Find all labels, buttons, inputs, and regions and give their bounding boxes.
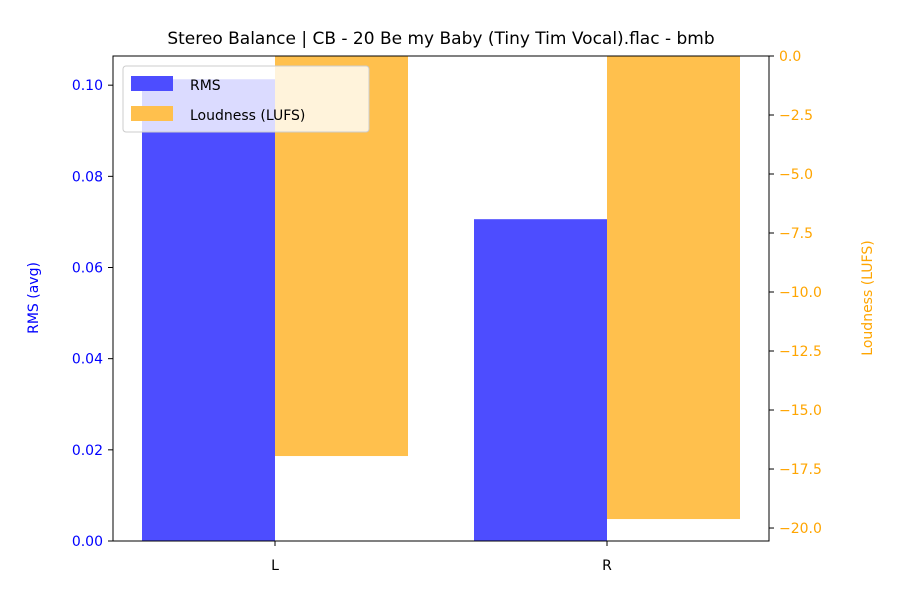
y2-tick-label: −15.0 — [779, 403, 822, 419]
legend: RMS Loudness (LUFS) — [122, 65, 370, 133]
y-axis-label: RMS (avg) — [26, 262, 42, 334]
y-tick-label: 0.00 — [72, 534, 103, 550]
y2-axis-label: Loudness (LUFS) — [860, 240, 876, 355]
y-tick-label: 0.06 — [72, 261, 103, 277]
plot-frame — [112, 55, 770, 542]
legend-loudness-swatch — [131, 106, 173, 121]
y2-tick-label: −12.5 — [779, 344, 822, 360]
y2-tick-label: 0.0 — [779, 49, 801, 65]
y2-tick-label: −10.0 — [779, 285, 822, 301]
y-tick-label: 0.02 — [72, 443, 103, 459]
y2-tick-label: −7.5 — [779, 226, 813, 242]
y-tick-label: 0.10 — [72, 78, 103, 94]
x-tick-label: R — [602, 558, 612, 574]
y-tick-label: 0.08 — [72, 169, 103, 185]
legend-loudness-label: Loudness (LUFS) — [190, 108, 305, 124]
y2-tick-label: −17.5 — [779, 462, 822, 478]
legend-rms-label: RMS — [190, 78, 221, 94]
y2-tick-label: −2.5 — [779, 108, 813, 124]
loudness-bar-R — [607, 56, 740, 520]
legend-rms-swatch — [131, 76, 173, 91]
chart-title: Stereo Balance | CB - 20 Be my Baby (Tin… — [167, 29, 714, 49]
rms-bar-L — [142, 79, 275, 541]
y2-tick-label: −20.0 — [779, 521, 822, 537]
rms-bar-R — [474, 219, 607, 541]
y2-tick-label: −5.0 — [779, 167, 813, 183]
x-tick-label: L — [271, 558, 279, 574]
y-tick-label: 0.04 — [72, 352, 103, 368]
